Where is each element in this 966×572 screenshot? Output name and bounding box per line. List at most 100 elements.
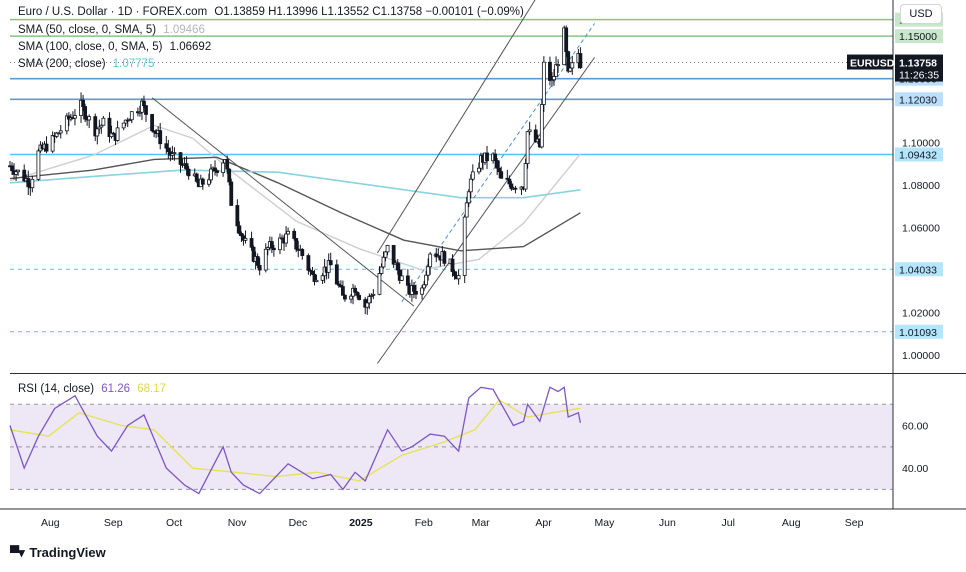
candle-down [312,273,317,282]
currency-button[interactable]: USD [900,4,942,24]
trendline-channel-lower [377,57,596,364]
price-levels [10,18,893,333]
candle-up [265,247,270,250]
candle-down [239,233,244,237]
candle-up [399,275,404,281]
candle-up [170,153,175,156]
tradingview-logo[interactable]: ▀▾ TradingView [10,545,106,561]
candle-down [343,294,347,300]
candle-up [109,132,114,138]
candle-up [377,273,382,295]
candle-down [497,167,502,173]
candle-down [442,251,447,264]
candle-up [550,79,554,82]
rsi-lines [9,386,582,495]
last-price-box [895,54,943,82]
candle-up [369,294,374,297]
candle-down [107,117,112,138]
candle-up [99,124,104,128]
tradingview-icon: ▀▾ [10,545,25,560]
candle-down [493,153,498,161]
price-level-box [895,262,943,277]
candle-down [292,230,297,239]
candle-up [320,275,325,281]
candle-down [412,285,416,292]
rsi-label: RSI (14, close) [18,383,95,395]
candle-down [235,205,240,227]
candle-down [237,225,242,234]
candle-up [129,111,134,121]
rsi-legend[interactable]: RSI (14, close) 61.26 68.17 [18,381,170,397]
candle-up [420,287,424,295]
candle-up [87,116,92,121]
candle-down [83,106,88,120]
candle-up [464,202,469,218]
price-level-box [895,92,943,107]
price-level-label: 1.12030 [899,94,937,106]
rsi-tick-label: 60.00 [902,421,928,433]
sma50-legend[interactable]: SMA (50, close, 0, SMA, 5) 1.09466 [18,22,209,38]
candle-down [10,165,14,172]
candle-up [263,248,268,271]
last-price-text: 1.13758 [899,58,937,70]
candle-up [14,171,18,175]
candle-down [357,294,362,300]
x-tick-label: 2025 [349,517,373,529]
candle-up [115,127,120,141]
candle-down [257,264,262,271]
candle-up [121,122,126,129]
candle-up [541,61,546,105]
candle-down [215,170,219,173]
price-level-box [895,29,943,44]
candle-up [138,111,142,114]
candle-up [468,178,473,193]
rsi-ma-value: 68.17 [137,383,167,395]
candle-up [207,179,211,185]
candle-up [54,132,59,137]
candle-down [341,286,345,296]
candle-down [499,171,504,179]
candle-up [381,256,386,268]
candle-down [271,247,276,251]
x-tick-label: Mar [472,517,491,529]
sma200-value: 1.07775 [112,58,155,70]
candle-down [395,262,400,271]
candle-down [336,283,341,286]
candle-up [79,99,83,116]
candle-down [405,275,410,286]
candle-up [552,76,556,81]
x-tick-label: Aug [782,517,801,529]
candle-down [450,258,455,273]
rsi-value: 61.26 [101,383,131,395]
candle-down [306,255,311,271]
candle-down [251,246,256,262]
candle-up [209,168,213,181]
candle-down [338,284,343,287]
price-level-box [895,324,943,339]
rsi-tick-label: 40.00 [902,463,928,475]
sma100-label: SMA (100, close, 0, SMA, 5) [18,41,163,53]
candle-down [229,181,234,206]
candle-up [428,253,433,268]
x-tick-label: Feb [415,517,433,529]
candle-down [200,178,205,185]
candle-up [172,152,177,155]
candle-down [578,53,583,69]
ohlc-values: O1.13859 H1.13996 L1.13552 C1.13758 −0.0… [214,6,524,18]
candle-up [36,150,41,180]
candle-up [123,119,128,124]
candle-up [221,162,226,173]
candle-up [243,238,248,241]
price-level-label: 1.04033 [899,264,937,276]
y-tick-label: 1.06000 [902,222,940,234]
sma200-legend[interactable]: SMA (200, close) 1.07775 [18,56,158,72]
candle-up [426,266,431,276]
countdown-text: 11:26:35 [899,70,939,82]
sma100-legend[interactable]: SMA (100, close, 0, SMA, 5) 1.06692 [18,39,215,55]
candle-up [539,104,544,148]
symbol-legend[interactable]: Euro / U.S. Dollar · 1D · FOREX.com O1.1… [18,4,528,20]
candle-up [278,237,282,251]
candle-down [334,264,339,285]
candle-up [383,251,388,258]
